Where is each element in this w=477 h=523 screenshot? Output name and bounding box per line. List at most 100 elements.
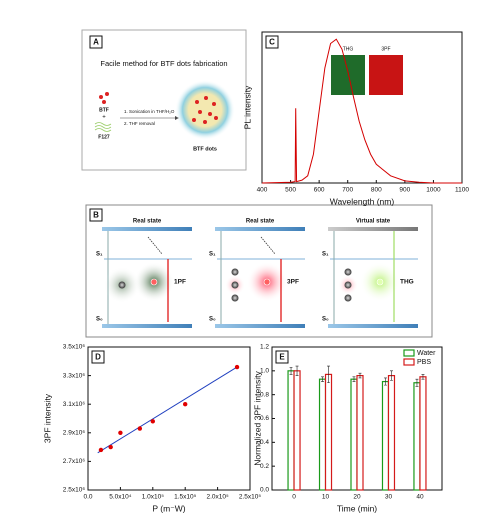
level-s0 xyxy=(102,324,192,328)
error-bar xyxy=(295,365,299,376)
bar xyxy=(324,373,333,491)
cargo xyxy=(192,96,218,124)
y-axis-label: 3PF intensity xyxy=(42,393,52,443)
molecule xyxy=(231,294,239,302)
emitter xyxy=(150,278,158,286)
energy-level xyxy=(215,227,305,231)
bar xyxy=(419,376,427,491)
y-tick-label: 3.5x10⁶ xyxy=(63,344,86,351)
level-label: S₀ xyxy=(96,317,103,323)
y-tick-label: 1.0 xyxy=(260,368,269,375)
bar xyxy=(293,370,301,491)
y-axis-label: Normalized 3PF intensity xyxy=(252,371,262,466)
state-label: Real state xyxy=(246,219,275,225)
label: F127 xyxy=(98,134,110,140)
energy-level xyxy=(328,227,418,231)
panel-label-box xyxy=(275,350,289,364)
error-bar xyxy=(383,377,387,386)
legend-label: PBS xyxy=(417,359,431,366)
level-label: S₀ xyxy=(209,317,216,323)
x-tick-label: 30 xyxy=(385,494,393,501)
point xyxy=(108,444,113,450)
nanoparticle xyxy=(175,80,235,140)
point xyxy=(150,419,155,424)
legend-swatch xyxy=(403,349,415,357)
bar xyxy=(387,375,396,491)
process-label: 3PF xyxy=(287,279,299,286)
bar xyxy=(381,380,390,491)
molecule xyxy=(102,100,106,104)
process-label: THG xyxy=(400,279,414,286)
y-tick-label: 0.2 xyxy=(260,463,269,470)
level-label: S₁ xyxy=(322,252,329,258)
x-axis-label: P (m⁻W) xyxy=(152,503,185,513)
bar xyxy=(318,378,327,491)
molecule xyxy=(105,92,109,96)
x-tick-label: 700 xyxy=(342,187,353,194)
y-axis-label: PL intensity xyxy=(242,85,252,129)
error-bar xyxy=(415,378,419,387)
y-tick-label: 0.4 xyxy=(260,439,269,446)
legend-swatch xyxy=(403,358,415,366)
state-label: Virtual state xyxy=(356,219,391,225)
inset-image xyxy=(369,55,403,95)
y-tick-label: 2.5x10⁶ xyxy=(63,487,86,494)
legend-label: Water xyxy=(417,350,436,357)
x-tick-label: 1.5x10⁵ xyxy=(174,494,197,501)
error-bar xyxy=(358,372,362,379)
level-label: S₁ xyxy=(209,252,216,258)
error-bar xyxy=(289,366,293,375)
x-tick-label: 1.0x10⁵ xyxy=(142,494,165,501)
x-tick-label: 500 xyxy=(285,187,296,194)
step: 2. THF removal xyxy=(124,121,155,126)
panel-label: C xyxy=(269,38,275,47)
x-tick-label: 1100 xyxy=(455,187,469,194)
molecule xyxy=(118,281,126,289)
inset-image xyxy=(331,55,365,95)
panel-label-box xyxy=(89,35,103,49)
diagram-title: Facile method for BTF dots fabrication xyxy=(100,59,227,68)
level-label: S₁ xyxy=(96,252,103,258)
y-tick-label: 0.6 xyxy=(260,415,269,422)
label: BTF xyxy=(99,107,109,113)
x-tick-label: 400 xyxy=(257,187,268,194)
error-bar xyxy=(352,376,356,382)
energy-level xyxy=(102,227,192,231)
x-tick-label: 0.0 xyxy=(83,494,92,501)
x-axis-label: Wavelength (nm) xyxy=(330,196,395,206)
relax xyxy=(147,236,163,255)
molecule xyxy=(344,294,352,302)
bar xyxy=(350,378,358,491)
bar xyxy=(287,370,295,491)
molecule xyxy=(231,281,239,289)
panel-b: B Real state S₁ S₀ 1PF Real state S₁ S₀ 3PF Virt… xyxy=(85,204,433,338)
y-tick-label: 3.1x10⁶ xyxy=(63,401,86,408)
x-tick-label: 10 xyxy=(322,494,330,501)
panel-label-box xyxy=(91,350,105,364)
x-tick-label: 600 xyxy=(314,187,325,194)
inset-label: 3PF xyxy=(381,46,390,52)
y-tick-label: 2.7x10⁶ xyxy=(63,458,86,465)
point xyxy=(137,426,143,431)
panel-label: E xyxy=(279,353,285,362)
level-label: S₀ xyxy=(322,317,329,323)
error-bar xyxy=(421,374,425,380)
level-s0 xyxy=(215,324,305,328)
emitter xyxy=(376,278,384,286)
plot-frame xyxy=(87,346,251,491)
panel-label-box xyxy=(89,208,103,222)
label: BTF dots xyxy=(193,146,217,152)
step: 1. Sonication in THF/H₂O xyxy=(124,109,175,114)
point xyxy=(118,430,123,435)
y-tick-label: 0.8 xyxy=(260,391,269,398)
error-bar xyxy=(321,376,325,382)
level-s0 xyxy=(328,324,418,328)
state-label: Real state xyxy=(133,219,162,225)
x-tick-label: 900 xyxy=(399,187,410,194)
emitter xyxy=(263,278,271,286)
bar xyxy=(356,375,364,491)
x-axis-label: Time (min) xyxy=(337,503,377,513)
point xyxy=(98,447,104,453)
x-tick-label: 20 xyxy=(353,494,361,501)
